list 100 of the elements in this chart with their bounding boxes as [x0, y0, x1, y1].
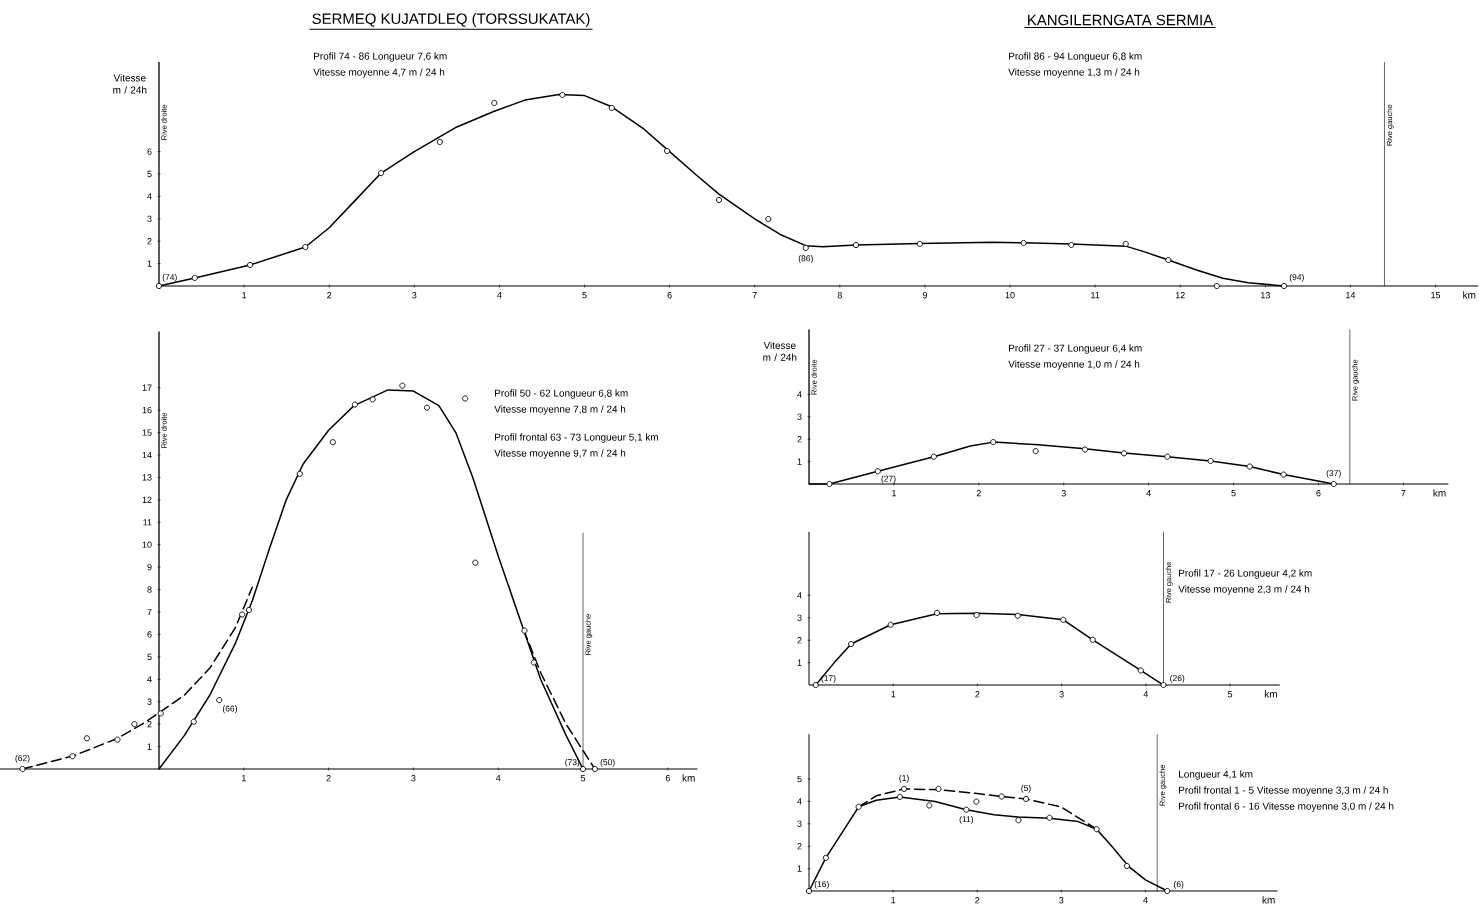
x-tick-label: 5: [580, 775, 586, 782]
annotation: Profil frontal 1 - 5 Vitesse moyenne 3,3 m / 24 h: [1179, 786, 1388, 796]
annotation: (6): [1174, 880, 1184, 889]
annotation: Profil 27 - 37 Longueur 6,4 km: [1009, 344, 1142, 354]
x-tick-label: 3: [412, 292, 417, 299]
annotation: Profil frontal 6 - 16 Vitesse moyenne 3,0 m / 24 h: [1179, 802, 1394, 812]
annotation: (66): [222, 705, 237, 714]
x-tick-label: 4: [497, 292, 502, 299]
annotation: (26): [1170, 674, 1185, 683]
y-tick-label: 1: [797, 458, 802, 465]
x-tick-label: 12: [1175, 292, 1185, 299]
x-tick-label: 14: [1346, 292, 1356, 299]
x-tick-label: 3: [411, 775, 416, 782]
annotation: (1): [899, 774, 909, 783]
y-tick-label: 1: [797, 659, 802, 666]
x-axis-title: km: [1433, 489, 1446, 497]
y-tick-label: 11: [143, 519, 152, 526]
text: Profil 86 - 94 Longueur 6,8 km: [1009, 52, 1142, 62]
x-tick-label: 2: [975, 897, 980, 904]
annotation: Longueur 4,1 km: [1179, 770, 1253, 780]
x-tick-label: 1: [242, 292, 247, 299]
y-axis-title: Vitesse m / 24h: [763, 341, 797, 361]
y-tick-label: 10: [142, 541, 152, 548]
y-tick-label: 5: [147, 170, 152, 178]
annotation: Profil frontal 63 - 73 Longueur 5,1 km: [495, 433, 658, 443]
y-tick-label: 3: [147, 698, 152, 705]
y-tick-label: 4: [147, 676, 152, 683]
y-tick-label: 5: [147, 653, 152, 660]
y-tick-label: 7: [147, 608, 152, 616]
y-tick-label: 12: [142, 496, 152, 503]
x-tick-label: 6: [665, 775, 670, 782]
y-tick-label: 3: [797, 413, 802, 420]
annotation: Vitesse moyenne 9,7 m / 24 h: [494, 449, 626, 459]
y-tick-label: 15: [142, 429, 152, 436]
x-axis-title: km: [1264, 690, 1277, 698]
annotation: Profil 50 - 62 Longueur 6,8 km: [495, 389, 628, 399]
y-tick-label: 4: [797, 592, 802, 599]
x-tick-label: 1: [242, 775, 246, 782]
x-tick-label: 4: [1146, 490, 1151, 497]
x-tick-label: 3: [1059, 897, 1064, 904]
y-tick-label: 2: [797, 843, 802, 850]
annotation: (73): [565, 758, 580, 767]
annotation: (50): [600, 758, 615, 767]
annotation: Profil 17 - 26 Longueur 4,2 km: [1179, 569, 1312, 579]
annotation: Vitesse moyenne 1,0 m / 24 h: [1008, 360, 1140, 370]
annotation: (74): [162, 273, 177, 282]
y-tick-label: 17: [142, 384, 152, 391]
annotation: (62): [15, 754, 30, 763]
x-tick-label: 4: [495, 775, 501, 782]
annotation: Vitesse moyenne 7,8 m / 24 h: [494, 405, 626, 415]
y-tick-label: 3: [797, 820, 802, 827]
chart-title: SERMEQ KUJATDLEQ (TORSSUKATAK): [312, 13, 590, 27]
x-tick-label: 3: [1061, 490, 1066, 497]
x-tick-label: 15: [1431, 292, 1441, 299]
x-tick-label: 7: [1401, 490, 1406, 497]
text: KANGILERNGATA SERMIA: [1028, 14, 1214, 26]
x-tick-label: 6: [1316, 490, 1321, 497]
x-tick-label: 5: [1227, 691, 1233, 698]
x-tick-label: 10: [1005, 292, 1015, 299]
x-tick-label: 3: [1059, 691, 1064, 698]
y-tick-label: 1: [147, 743, 152, 750]
x-tick-label: 4: [1143, 691, 1149, 698]
y-tick-label: 2: [797, 637, 802, 644]
y-tick-label: 2: [147, 238, 152, 245]
x-tick-label: 1: [891, 691, 896, 698]
x-tick-label: 2: [976, 490, 981, 497]
x-tick-label: 5: [1231, 490, 1236, 497]
x-tick-label: 13: [1261, 292, 1270, 299]
x-tick-label: 2: [326, 775, 331, 782]
annotation: (86): [798, 255, 813, 264]
x-tick-label: 1: [892, 490, 896, 497]
y-tick-label: 2: [797, 436, 802, 443]
x-axis-title: km: [682, 774, 695, 782]
x-tick-label: 5: [582, 292, 587, 299]
x-tick-label: 6: [667, 292, 672, 299]
annotation: (11): [959, 815, 973, 824]
y-tick-label: 6: [147, 148, 152, 155]
y-tick-label: 4: [797, 798, 802, 805]
x-tick-label: 9: [922, 292, 927, 299]
x-tick-label: 11: [1091, 292, 1100, 299]
x-axis-title: km: [1262, 896, 1275, 904]
annotation: (17): [821, 674, 836, 683]
y-tick-label: 16: [142, 406, 152, 414]
y-tick-label: 13: [142, 474, 152, 481]
y-tick-label: 2: [147, 721, 152, 728]
annotation: (5): [1021, 784, 1031, 793]
x-tick-label: 8: [837, 292, 842, 299]
y-tick-label: 1: [147, 260, 152, 267]
annotation: (27): [881, 475, 896, 484]
annotation: Vitesse moyenne 4,7 m / 24 h: [313, 68, 445, 78]
x-tick-label: 1: [891, 897, 896, 904]
annotation: Vitesse moyenne 2,3 m / 24 h: [1178, 585, 1310, 595]
y-tick-label: 4: [147, 193, 152, 200]
annotation: (94): [1289, 273, 1304, 282]
y-tick-label: 3: [797, 614, 802, 621]
x-tick-label: 7: [752, 292, 757, 299]
x-tick-label: 2: [327, 292, 332, 299]
x-tick-label: 4: [1143, 897, 1148, 904]
x-tick-label: 2: [975, 691, 980, 698]
y-tick-label: 3: [147, 215, 152, 222]
